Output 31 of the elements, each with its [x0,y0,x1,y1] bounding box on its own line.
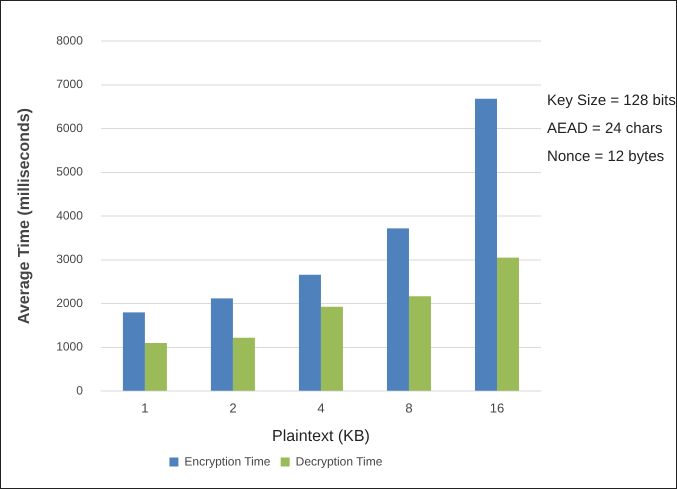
bar [386,228,409,391]
bar [210,298,233,391]
bar [496,258,519,391]
x-tick-label: 16 [490,400,504,416]
text: AEAD = 24 chars [547,120,662,138]
legend-label: Encryption Time [184,454,271,468]
legend-label: Decryption Time [296,454,383,468]
x-tick-label: 2 [229,400,237,416]
x-tick-label: 8 [405,400,413,416]
bar [232,338,255,391]
bar [408,296,431,391]
x-axis-title: Plaintext (KB) [272,428,370,445]
x-tick-label: 1 [141,400,149,416]
bar [298,274,321,391]
y-tick-label: 4000 [56,208,84,222]
bar [144,343,167,391]
y-tick-label: 7000 [56,77,84,92]
bar [122,312,145,391]
y-tick-label: 5000 [56,164,84,179]
bar [320,306,343,391]
y-tick-label: 8000 [56,33,84,48]
bar [474,98,497,391]
y-tick-label: 2000 [56,296,84,310]
y-tick-label: 3000 [56,252,84,266]
y-tick-label: 1000 [56,340,84,354]
y-axis-title: Average Time (milliseconds) [16,108,34,324]
text: Key Size = 128 bits [547,92,676,110]
x-tick-label: 4 [317,400,325,416]
text: Nonce = 12 bytes [547,148,664,166]
y-tick-label: 0 [76,384,84,398]
y-tick-label: 6000 [56,120,84,135]
